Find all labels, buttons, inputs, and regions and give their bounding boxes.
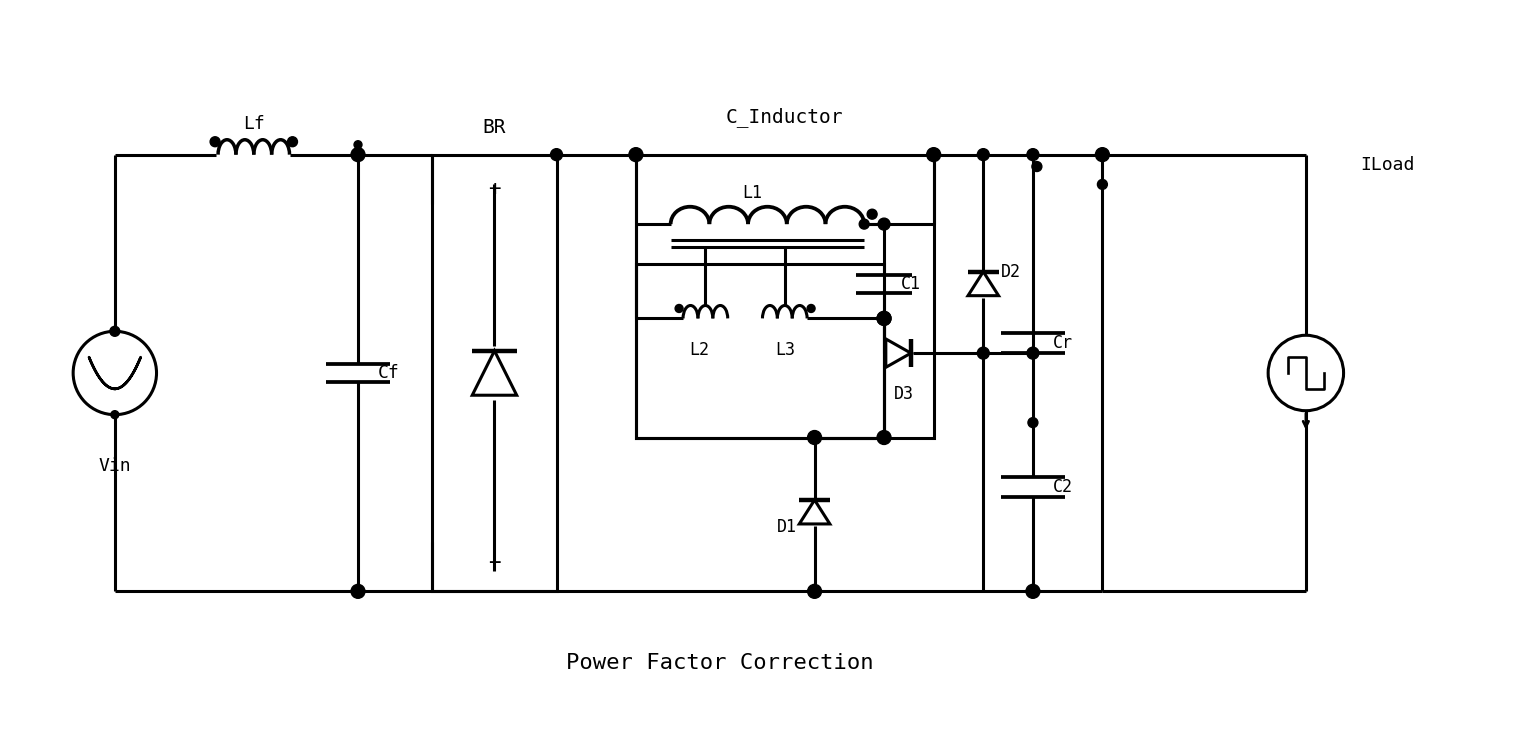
Text: +: + [488, 180, 501, 199]
Circle shape [111, 326, 120, 337]
Circle shape [807, 585, 822, 598]
Circle shape [1033, 161, 1042, 172]
Circle shape [1026, 585, 1040, 598]
Polygon shape [886, 339, 911, 367]
Circle shape [351, 585, 365, 598]
Text: BR: BR [483, 118, 506, 137]
Text: L1: L1 [742, 184, 763, 202]
Circle shape [1026, 347, 1039, 359]
Circle shape [868, 210, 877, 219]
Circle shape [628, 148, 643, 161]
Circle shape [675, 305, 683, 313]
Polygon shape [472, 351, 516, 395]
Circle shape [111, 411, 118, 418]
Text: L2: L2 [689, 341, 710, 359]
Text: Vin: Vin [98, 458, 132, 476]
Circle shape [807, 305, 815, 313]
Text: D1: D1 [777, 518, 796, 536]
Circle shape [1096, 148, 1110, 161]
Circle shape [860, 219, 869, 229]
Circle shape [927, 148, 940, 161]
Text: −: − [488, 554, 501, 574]
Text: Cr: Cr [1052, 334, 1073, 352]
Circle shape [877, 430, 892, 444]
Text: D2: D2 [1001, 263, 1020, 281]
Circle shape [210, 137, 220, 146]
Text: C_Inductor: C_Inductor [727, 107, 843, 127]
Polygon shape [799, 500, 830, 524]
Circle shape [288, 137, 297, 146]
Text: Power Factor Correction: Power Factor Correction [566, 653, 874, 673]
Circle shape [1098, 180, 1107, 189]
Text: Cf: Cf [378, 364, 400, 382]
Circle shape [1028, 418, 1039, 427]
Bar [636, 155, 934, 438]
Text: C1: C1 [901, 275, 921, 293]
Circle shape [551, 149, 563, 160]
Text: L3: L3 [775, 341, 795, 359]
Circle shape [978, 149, 989, 160]
Circle shape [877, 311, 892, 325]
Bar [636, 264, 884, 438]
Circle shape [807, 430, 822, 444]
Text: Lf: Lf [242, 115, 265, 133]
Polygon shape [967, 272, 999, 296]
Circle shape [928, 149, 940, 160]
Circle shape [351, 148, 365, 161]
Bar [433, 155, 557, 591]
Text: ILoad: ILoad [1361, 155, 1414, 174]
Circle shape [354, 140, 362, 149]
Circle shape [877, 311, 892, 325]
Text: C2: C2 [1052, 478, 1073, 496]
Circle shape [978, 347, 989, 359]
Circle shape [878, 432, 890, 444]
Circle shape [878, 218, 890, 230]
Circle shape [1026, 149, 1039, 160]
Text: D3: D3 [893, 385, 914, 403]
